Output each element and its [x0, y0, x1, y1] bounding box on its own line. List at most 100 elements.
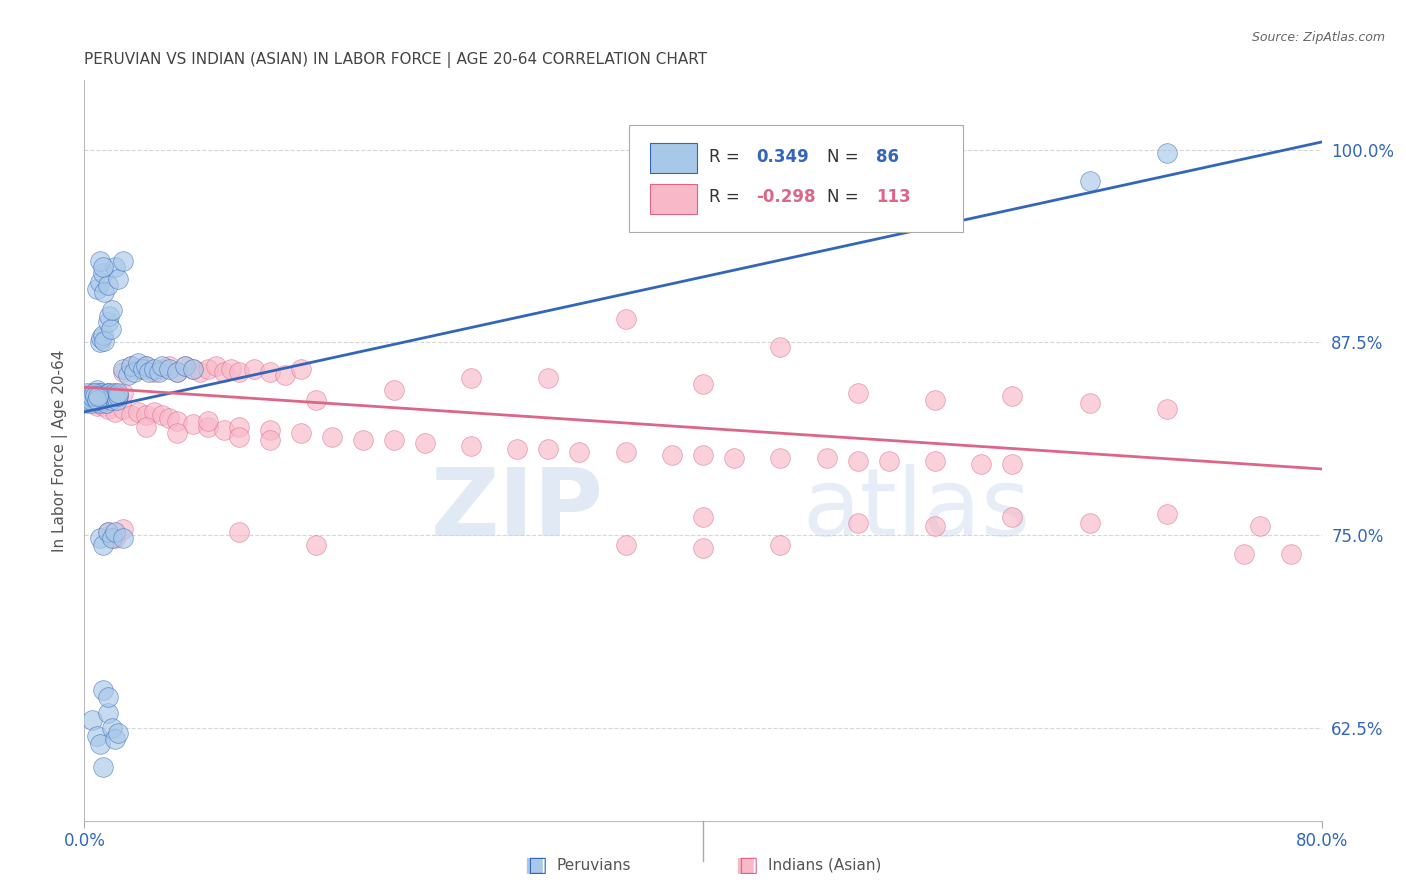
Point: [1156, 145, 1178, 160]
Point: [112, 361, 135, 376]
Point: [105, 392, 128, 407]
Point: [143, 405, 166, 419]
Text: 0.349: 0.349: [756, 147, 808, 166]
Point: [101, 532, 124, 546]
Point: [212, 365, 235, 379]
Point: [460, 439, 482, 453]
Point: [661, 448, 683, 462]
Point: [692, 448, 714, 462]
Point: [846, 454, 869, 468]
Point: [86, 384, 108, 398]
Point: [205, 359, 228, 373]
Point: [166, 414, 188, 428]
Point: [112, 386, 135, 401]
Point: [117, 368, 139, 382]
Point: [100, 392, 122, 407]
Point: [166, 365, 188, 379]
Point: [91, 682, 114, 697]
Point: [769, 340, 792, 354]
Point: [506, 442, 529, 456]
Point: [135, 408, 157, 422]
Point: [321, 429, 343, 443]
Point: [1279, 547, 1302, 561]
Point: [98, 386, 121, 401]
Text: □: □: [527, 855, 547, 875]
FancyBboxPatch shape: [650, 144, 697, 173]
Point: [112, 522, 135, 536]
Point: [83, 386, 105, 401]
Point: [96, 315, 118, 329]
Point: [86, 729, 108, 743]
Point: [122, 365, 145, 379]
Point: [107, 272, 129, 286]
Point: [93, 285, 115, 299]
Point: [166, 365, 188, 379]
Point: [82, 389, 104, 403]
Text: R =: R =: [709, 147, 745, 166]
Text: Indians (Asian): Indians (Asian): [768, 858, 882, 872]
Text: atlas: atlas: [801, 464, 1031, 556]
Point: [101, 389, 124, 403]
Point: [96, 389, 118, 403]
Point: [89, 737, 111, 751]
Point: [1249, 519, 1271, 533]
Point: [228, 525, 250, 540]
Point: [181, 361, 204, 376]
Text: ZIP: ZIP: [432, 464, 605, 556]
Point: [87, 389, 110, 403]
Point: [159, 411, 180, 425]
Point: [150, 408, 173, 422]
Point: [135, 359, 157, 373]
Point: [104, 405, 127, 419]
Point: [537, 442, 560, 456]
Point: [1156, 507, 1178, 521]
Text: PERUVIAN VS INDIAN (ASIAN) IN LABOR FORCE | AGE 20-64 CORRELATION CHART: PERUVIAN VS INDIAN (ASIAN) IN LABOR FORC…: [84, 52, 707, 68]
Point: [107, 386, 129, 401]
Point: [290, 426, 312, 441]
Point: [112, 532, 135, 546]
Point: [305, 537, 328, 551]
Point: [924, 392, 946, 407]
Point: [77, 392, 100, 407]
Point: [181, 361, 204, 376]
Point: [96, 386, 118, 401]
Point: [127, 355, 149, 369]
Point: [96, 525, 118, 540]
Point: [135, 359, 157, 373]
Point: [143, 365, 166, 379]
Point: [107, 389, 129, 403]
Point: [91, 392, 114, 407]
Point: [970, 458, 993, 472]
Text: N =: N =: [827, 188, 863, 206]
Text: Peruvians: Peruvians: [557, 858, 631, 872]
Text: ■: ■: [524, 855, 544, 875]
Point: [79, 392, 101, 407]
Point: [1156, 401, 1178, 416]
Text: R =: R =: [709, 188, 745, 206]
Point: [79, 392, 101, 407]
Point: [815, 451, 838, 466]
Point: [382, 384, 405, 398]
Point: [104, 389, 127, 403]
Point: [723, 451, 745, 466]
Point: [159, 359, 180, 373]
Point: [91, 260, 114, 274]
Point: [76, 389, 98, 403]
Point: [274, 368, 297, 382]
Point: [188, 365, 211, 379]
Point: [228, 420, 250, 434]
Point: [89, 335, 111, 350]
Point: [1233, 547, 1256, 561]
Point: [104, 386, 127, 401]
Point: [107, 389, 129, 403]
Point: [1078, 516, 1101, 530]
Point: [84, 389, 107, 403]
Point: [79, 395, 101, 409]
Point: [219, 361, 242, 376]
Point: [259, 424, 281, 438]
Text: N =: N =: [827, 147, 863, 166]
Point: [148, 365, 170, 379]
Point: [197, 414, 219, 428]
Point: [924, 519, 946, 533]
Point: [290, 361, 312, 376]
